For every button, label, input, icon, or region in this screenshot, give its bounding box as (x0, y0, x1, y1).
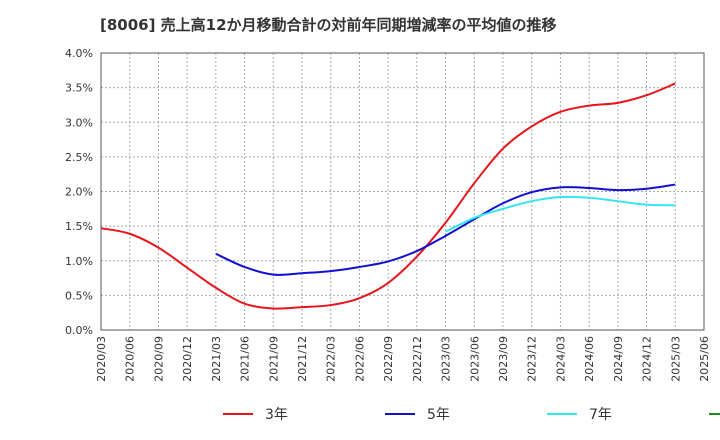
x-tick-label: 2025/03 (669, 336, 682, 382)
chart-title: [8006] 売上高12か月移動合計の対前年同期増減率の平均値の推移 (100, 16, 557, 34)
legend-item: 5年 (385, 407, 450, 423)
legend: 3年 5年 7年 10年 (223, 407, 720, 423)
grid-layer (101, 53, 704, 330)
x-axis-tick-labels: 2020/03 2020/06 2020/09 2020/12 2021/03 2021/… (95, 336, 711, 382)
x-tick-label: 2020/06 (124, 336, 137, 382)
y-tick-label: 0.5% (65, 289, 93, 302)
x-tick-label: 2020/09 (152, 336, 165, 382)
y-tick-label: 4.0% (65, 47, 93, 60)
x-tick-label: 2024/09 (612, 336, 625, 382)
series-line-2 (445, 195, 676, 233)
x-tick-label: 2021/09 (267, 336, 280, 382)
series-line-1 (215, 183, 676, 276)
x-tick-label: 2021/06 (239, 336, 252, 382)
x-tick-label: 2023/09 (497, 336, 510, 382)
y-tick-label: 1.0% (65, 255, 93, 268)
x-tick-label: 2024/06 (583, 336, 596, 382)
y-tick-label: 1.5% (65, 220, 93, 233)
y-tick-label: 2.5% (65, 151, 93, 164)
y-axis-tick-labels: 0.0% 0.5% 1.0% 1.5% 2.0% 2.5% 3.0% 3.5% 4.0% (65, 47, 93, 337)
x-tick-label: 2020/03 (95, 336, 108, 382)
y-tick-label: 3.5% (65, 82, 93, 95)
y-tick-label: 2.0% (65, 186, 93, 199)
legend-label: 7年 (589, 407, 612, 423)
plot-frame (100, 52, 705, 331)
x-tick-label: 2022/12 (411, 336, 424, 382)
series-layer (100, 82, 676, 310)
y-tick-label: 3.0% (65, 116, 93, 129)
x-tick-label: 2022/09 (382, 336, 395, 382)
y-tick-label: 0.0% (65, 324, 93, 337)
x-tick-label: 2021/03 (210, 336, 223, 382)
x-tick-label: 2023/12 (526, 336, 539, 382)
x-tick-label: 2020/12 (181, 336, 194, 382)
legend-label: 3年 (265, 407, 288, 423)
x-tick-label: 2022/03 (325, 336, 338, 382)
x-tick-label: 2023/06 (468, 336, 481, 382)
x-tick-label: 2025/06 (698, 336, 711, 382)
x-tick-label: 2024/03 (554, 336, 567, 382)
x-tick-label: 2022/06 (353, 336, 366, 382)
series-line-0 (100, 82, 676, 310)
legend-item: 10年 (709, 413, 720, 415)
x-tick-label: 2021/12 (296, 336, 309, 382)
x-tick-label: 2024/12 (641, 336, 654, 382)
legend-label: 5年 (427, 407, 450, 423)
legend-item: 7年 (547, 407, 612, 423)
legend-item: 3年 (223, 407, 288, 423)
x-tick-label: 2023/03 (440, 336, 453, 382)
